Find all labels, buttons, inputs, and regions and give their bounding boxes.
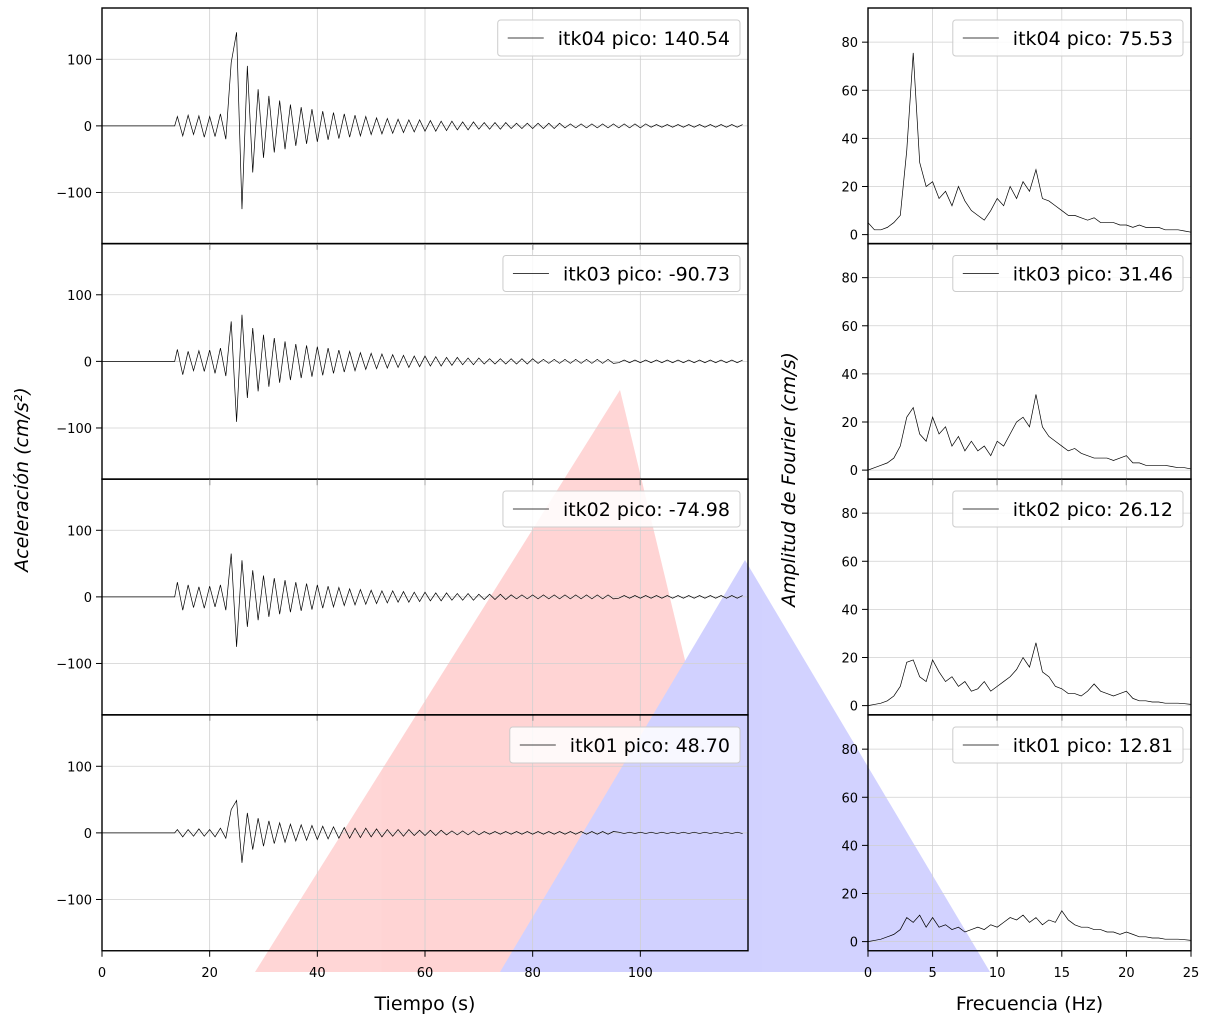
x-tick-label: 20 xyxy=(1118,966,1135,981)
x-tick-label: 60 xyxy=(417,966,434,981)
legend-label: itk03 pico: -90.73 xyxy=(563,264,730,286)
legend-label: itk04 pico: 75.53 xyxy=(1013,28,1173,50)
y-tick-label: 80 xyxy=(841,743,858,758)
legend-label: itk01 pico: 12.81 xyxy=(1013,735,1173,757)
y-tick-label: 80 xyxy=(841,507,858,522)
legend-label: itk02 pico: 26.12 xyxy=(1013,499,1173,521)
y-tick-label: 40 xyxy=(841,368,858,383)
y-tick-label: 20 xyxy=(841,887,858,902)
legend-label: itk03 pico: 31.46 xyxy=(1013,264,1173,286)
data-line xyxy=(102,799,743,863)
legend-box xyxy=(952,490,1184,528)
legend-box xyxy=(952,255,1184,292)
y-tick-label: 0 xyxy=(850,700,858,715)
y-tick-label: 20 xyxy=(841,180,858,195)
y-tick-label: 0 xyxy=(84,355,92,370)
legend-box xyxy=(502,255,741,292)
x-tick-label: 10 xyxy=(989,966,1006,981)
x-tick-label: 0 xyxy=(98,966,106,981)
x-axis-label: Tiempo (s) xyxy=(374,993,476,1015)
legend: itk01 pico: 12.81 xyxy=(952,726,1184,764)
legend: itk02 pico: 26.12 xyxy=(952,490,1184,528)
y-tick-label: 60 xyxy=(841,555,858,570)
x-tick-label: 100 xyxy=(628,966,653,981)
y-tick-label: 40 xyxy=(841,132,858,147)
data-line xyxy=(867,394,1192,471)
x-tick-label: 5 xyxy=(928,966,936,981)
legend-label: itk02 pico: -74.98 xyxy=(563,499,730,521)
legend-box xyxy=(502,490,741,528)
legend-label: itk04 pico: 140.54 xyxy=(558,28,730,50)
x-tick-label: 25 xyxy=(1183,966,1200,981)
y-tick-label: 0 xyxy=(84,827,92,842)
legend: itk01 pico: 48.70 xyxy=(509,726,741,764)
y-tick-label: 0 xyxy=(850,936,858,951)
y-tick-label: 60 xyxy=(841,84,858,99)
y-tick-label: 100 xyxy=(67,53,92,68)
legend: itk02 pico: -74.98 xyxy=(502,490,741,528)
data-line xyxy=(867,642,1192,706)
x-tick-label: 0 xyxy=(864,966,872,981)
y-axis-label: Aceleración (cm/s²) xyxy=(11,387,33,574)
y-tick-label: 100 xyxy=(67,760,92,775)
y-tick-label: 100 xyxy=(67,524,92,539)
legend: itk04 pico: 140.54 xyxy=(497,19,741,57)
data-line xyxy=(102,314,743,422)
y-tick-label: −100 xyxy=(56,422,92,437)
y-tick-label: 80 xyxy=(841,36,858,51)
legend-label: itk01 pico: 48.70 xyxy=(570,735,730,757)
legend: itk03 pico: 31.46 xyxy=(952,255,1184,292)
legend: itk04 pico: 75.53 xyxy=(952,19,1184,57)
y-tick-label: 0 xyxy=(84,120,92,135)
x-tick-label: 80 xyxy=(524,966,541,981)
legend-box xyxy=(952,726,1184,764)
y-tick-label: 60 xyxy=(841,791,858,806)
x-tick-label: 15 xyxy=(1054,966,1071,981)
legend-box xyxy=(509,726,741,764)
legend-box xyxy=(497,19,741,57)
watermark-red xyxy=(255,390,760,972)
data-line xyxy=(867,910,1192,942)
y-tick-label: 0 xyxy=(850,464,858,479)
data-line xyxy=(102,32,743,210)
y-tick-label: 20 xyxy=(841,651,858,666)
y-tick-label: 40 xyxy=(841,839,858,854)
y-tick-label: −100 xyxy=(56,657,92,672)
y-tick-label: 20 xyxy=(841,416,858,431)
y-axis-label: Amplitud de Fourier (cm/s) xyxy=(778,352,800,609)
data-line xyxy=(102,553,743,647)
x-tick-label: 20 xyxy=(201,966,218,981)
y-tick-label: −100 xyxy=(56,893,92,908)
y-tick-label: 0 xyxy=(850,229,858,244)
panel-frame xyxy=(101,714,749,952)
y-tick-label: 0 xyxy=(84,591,92,606)
legend-box xyxy=(952,19,1184,57)
y-tick-label: 100 xyxy=(67,289,92,304)
y-tick-label: 60 xyxy=(841,320,858,335)
x-tick-label: 40 xyxy=(309,966,326,981)
y-tick-label: 40 xyxy=(841,603,858,618)
watermark xyxy=(255,390,990,972)
legend: itk03 pico: -90.73 xyxy=(502,255,741,292)
y-tick-label: −100 xyxy=(56,186,92,201)
x-axis-label: Frecuencia (Hz) xyxy=(956,993,1103,1015)
data-line xyxy=(867,52,1192,233)
panel-frame xyxy=(867,714,1192,952)
y-tick-label: 80 xyxy=(841,272,858,287)
